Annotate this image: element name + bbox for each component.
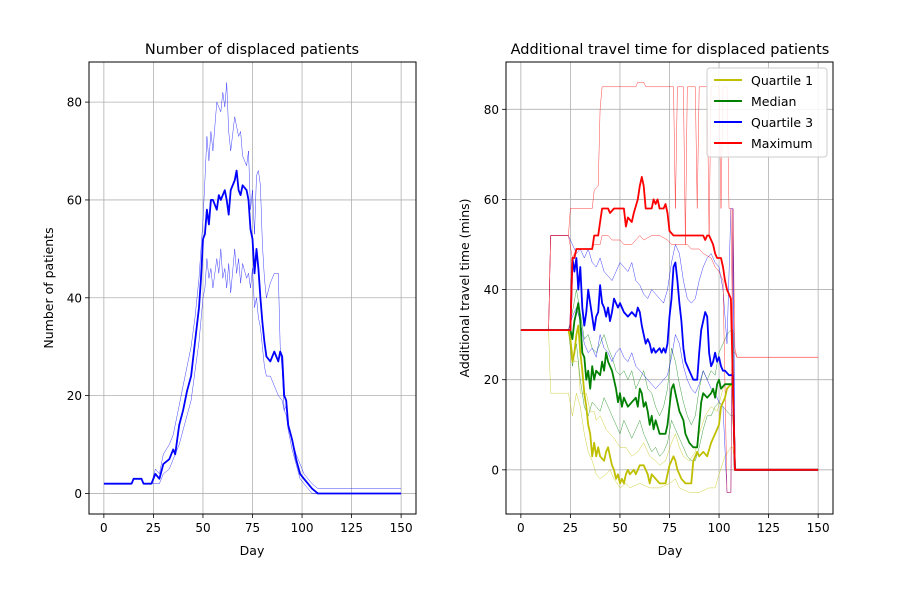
legend-label-maximum: Maximum — [751, 136, 813, 151]
series-line-q1-spread-lower — [520, 329, 819, 493]
chart-displaced-patients: Number of displaced patients 0 25 50 75 100 1… — [41, 42, 417, 558]
chart-title: Additional travel time for displaced pat… — [511, 42, 830, 58]
x-tick-label: 125 — [340, 521, 363, 535]
x-tick-label: 50 — [612, 521, 627, 535]
y-tick-label: 0 — [74, 487, 82, 501]
x-tick-label: 0 — [517, 521, 525, 535]
x-tick-label: 75 — [245, 521, 260, 535]
series-line-maximum — [520, 175, 819, 471]
x-tick-label: 100 — [708, 521, 731, 535]
y-tick-label: 40 — [67, 291, 82, 305]
y-axis-label: Number of patients — [41, 227, 56, 348]
series-line-q3-spread-upper — [520, 208, 819, 471]
x-axis-label: Day — [240, 543, 265, 558]
series-line-median — [520, 302, 819, 471]
y-tick-label: 80 — [484, 103, 499, 117]
y-axis-label: Additional travel time (mins) — [457, 198, 472, 377]
y-tick-label: 80 — [67, 96, 82, 110]
legend-box — [706, 67, 828, 158]
x-tick-label: 50 — [195, 521, 210, 535]
chart-title: Number of displaced patients — [145, 42, 359, 58]
series-line-lower — [103, 248, 402, 494]
x-tick-label: 25 — [146, 521, 161, 535]
series-line-mean — [103, 169, 402, 495]
x-tick-label: 100 — [291, 521, 314, 535]
legend-label-quartile-3: Quartile 3 — [751, 115, 813, 130]
series-line-q1-spread-upper — [520, 329, 819, 471]
x-tick-label: 0 — [100, 521, 108, 535]
legend-label-median: Median — [751, 94, 796, 109]
x-tick-label: 75 — [662, 521, 677, 535]
x-tick-label: 150 — [390, 521, 413, 535]
y-tick-label: 0 — [491, 463, 499, 477]
y-tick-label: 60 — [67, 193, 82, 207]
series-line-quartile-3 — [520, 257, 819, 471]
y-tick-label: 40 — [484, 283, 499, 297]
y-tick-label: 60 — [484, 193, 499, 207]
legend: Quartile 1 Median Quartile 3 Maximum — [706, 67, 828, 158]
y-tick-label: 20 — [484, 373, 499, 387]
series-line-quartile-1 — [520, 324, 819, 485]
x-tick-label: 25 — [563, 521, 578, 535]
x-tick-label: 125 — [757, 521, 780, 535]
x-axis-label: Day — [658, 543, 683, 558]
y-tick-label: 20 — [67, 389, 82, 403]
legend-label-quartile-1: Quartile 1 — [751, 73, 813, 88]
series-line-median-spread-lower — [520, 329, 819, 471]
x-tick-label: 150 — [807, 521, 830, 535]
series-line-median-spread-upper — [520, 289, 819, 471]
chart-additional-travel-time: Additional travel time for displaced pat… — [457, 42, 834, 558]
